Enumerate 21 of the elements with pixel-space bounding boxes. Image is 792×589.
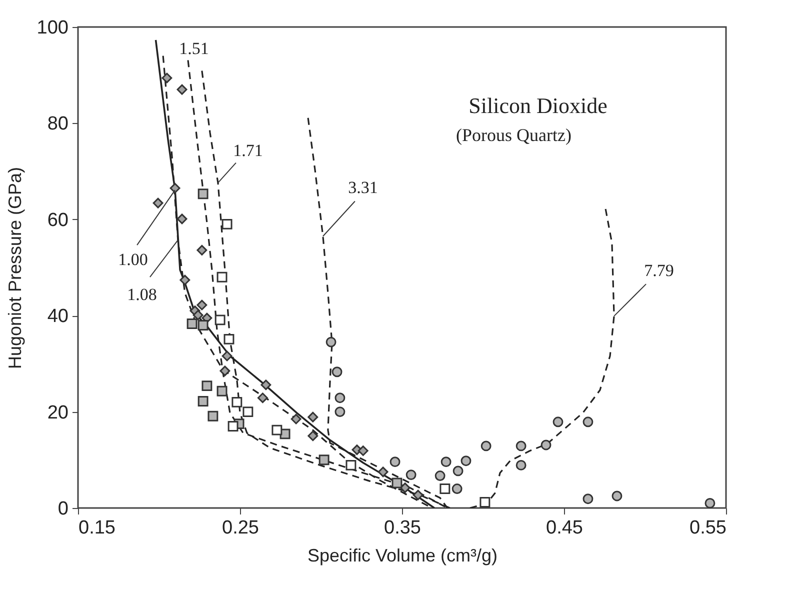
x-tick-label: 0.25 [222,518,259,538]
series-label: 1.51 [179,39,209,58]
x-tick-label: 0.45 [546,518,583,538]
x-tick-label: 0.15 [78,518,116,538]
series-label: 1.00 [118,250,148,270]
text: Silicon Dioxide [468,93,608,118]
series-label: 7.79 [644,261,674,280]
x-axis-title: Specific Volume (cm³/g) [307,546,498,566]
series-label: 1.08 [127,285,157,304]
y-tick-label: 80 [47,114,68,135]
x-tick-label: 0.55 [690,518,726,538]
series-label: 1.71 [233,140,263,160]
series-label: 3.31 [348,178,378,198]
text: (Porous Quartz) [456,125,572,145]
y-tick-label: 20 [47,402,68,424]
y-tick-label: 0 [58,498,68,520]
y-axis-title: Hugoniot Pressure (GPa) [4,166,25,370]
y-tick-label: 40 [47,306,68,328]
y-tick-label: 100 [36,18,68,38]
y-tick-label: 60 [47,210,68,231]
x-tick-label: 0.35 [384,518,421,538]
